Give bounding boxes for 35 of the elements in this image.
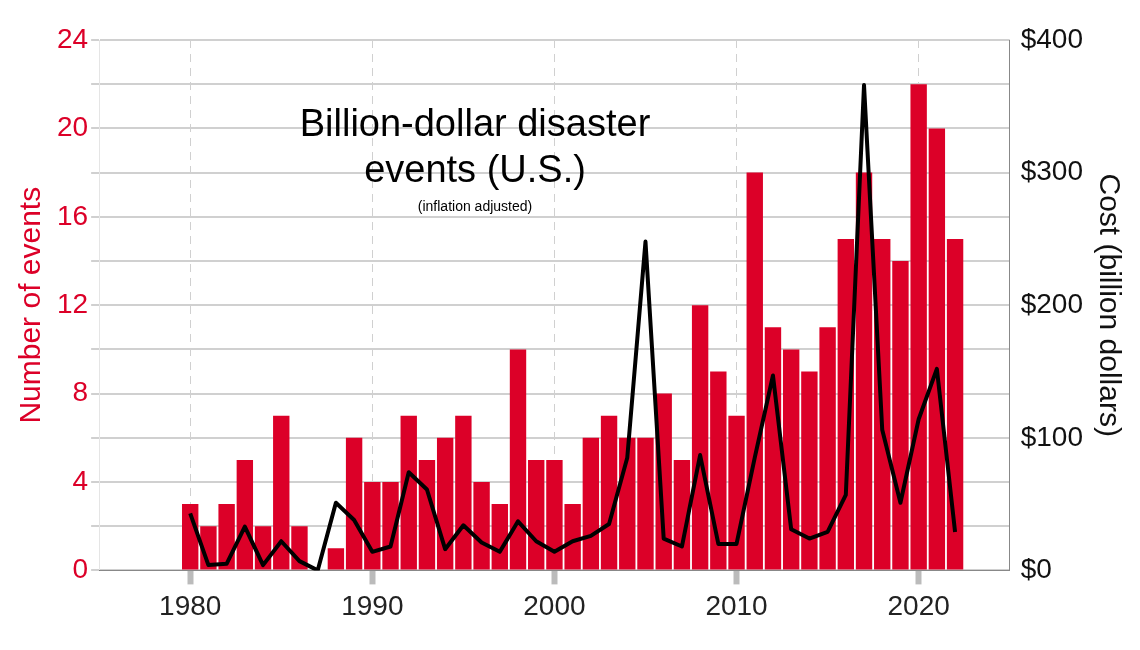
bar bbox=[946, 238, 964, 570]
x-tick-label: 2010 bbox=[705, 589, 768, 621]
bar bbox=[600, 415, 618, 570]
bar bbox=[327, 548, 345, 570]
bar bbox=[746, 172, 763, 570]
bar bbox=[582, 437, 600, 570]
y-axis-title: Number of events bbox=[13, 186, 47, 424]
y-tick-label: 24 bbox=[56, 22, 89, 54]
bar bbox=[691, 305, 709, 570]
y-tick-label: 0 bbox=[72, 553, 89, 585]
y-tick-label: 16 bbox=[56, 199, 89, 231]
bar bbox=[509, 349, 527, 570]
bar bbox=[436, 437, 454, 570]
bar bbox=[273, 415, 290, 570]
y2-tick-label: $400 bbox=[1020, 22, 1084, 54]
bar bbox=[637, 437, 654, 570]
y2-tick-label: $200 bbox=[1020, 287, 1084, 319]
bar bbox=[400, 415, 417, 570]
y-tick-label: 20 bbox=[56, 111, 89, 143]
x-tick-label: 1980 bbox=[159, 589, 222, 621]
text: Billion-dollar disaster events (U.S.) bbox=[298, 101, 652, 192]
y2-tick-label: $0 bbox=[1020, 553, 1052, 585]
text: (inflation adjusted) bbox=[416, 198, 534, 214]
y-tick-label: 4 bbox=[72, 464, 89, 496]
y2-axis-title: Cost (billion dollars) bbox=[1093, 173, 1127, 437]
x-tick-label: 1990 bbox=[341, 589, 404, 621]
bar bbox=[345, 437, 363, 570]
y-tick-label: 12 bbox=[56, 287, 89, 319]
x-tick-label: 2000 bbox=[523, 589, 586, 621]
bar bbox=[928, 128, 946, 570]
bar bbox=[528, 459, 545, 570]
y2-tick-label: $100 bbox=[1020, 420, 1084, 452]
x-tick-label: 2020 bbox=[887, 589, 950, 621]
y2-tick-label: $300 bbox=[1020, 155, 1084, 187]
y-tick-label: 8 bbox=[72, 376, 89, 408]
